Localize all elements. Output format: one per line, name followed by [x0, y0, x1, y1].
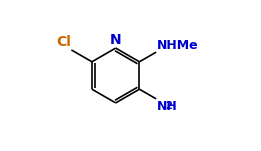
Text: NH: NH — [157, 100, 177, 113]
Text: NHMe: NHMe — [157, 39, 198, 52]
Text: 2: 2 — [165, 101, 172, 111]
Text: Cl: Cl — [56, 35, 71, 49]
Text: N: N — [110, 33, 121, 47]
